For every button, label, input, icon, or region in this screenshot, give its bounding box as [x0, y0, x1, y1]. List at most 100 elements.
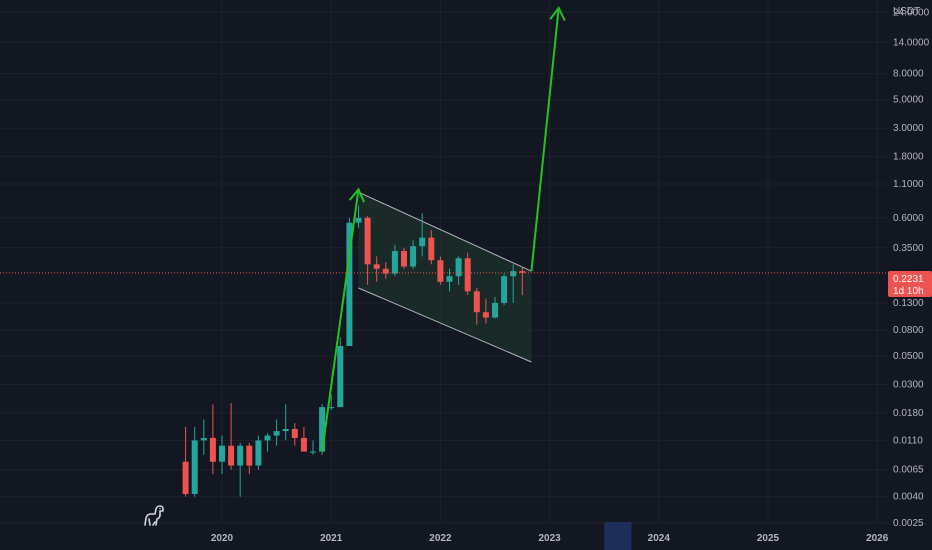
- candle-body: [191, 440, 198, 495]
- price-axis[interactable]: 24.0000 14.0000 8.0000 5.0000 3.0000 1.8000 1.…: [893, 7, 930, 528]
- x-tick-label: 2025: [757, 533, 780, 544]
- candle-body: [410, 246, 417, 267]
- candle: [291, 423, 298, 446]
- currency-label: USDT: [893, 6, 920, 17]
- candles: [182, 205, 526, 497]
- candle-body: [510, 271, 517, 277]
- candle-body: [182, 461, 189, 495]
- y-tick-label: 5.0000: [893, 95, 924, 106]
- candle-body: [200, 437, 207, 441]
- candle: [209, 404, 216, 475]
- y-tick-label: 0.0500: [893, 351, 924, 362]
- y-tick-label: 0.0065: [893, 465, 924, 476]
- candle-body: [519, 271, 526, 273]
- y-tick-label: 0.3500: [893, 243, 924, 254]
- candle-body: [300, 437, 307, 452]
- candle-body: [282, 429, 289, 432]
- candle-body: [419, 237, 426, 247]
- channel-lower-line: [358, 287, 532, 363]
- candle: [428, 230, 435, 265]
- candle: [446, 268, 453, 292]
- candle: [355, 205, 362, 228]
- candle-body: [455, 258, 462, 277]
- candle-body: [401, 251, 407, 267]
- candle-body: [482, 312, 489, 318]
- candle: [437, 256, 444, 285]
- y-tick-label: 0.0300: [893, 380, 924, 391]
- candle: [200, 419, 207, 455]
- x-tick-label: 2020: [211, 533, 234, 544]
- candle-body: [319, 407, 326, 452]
- candle: [237, 442, 244, 497]
- candle: [482, 298, 489, 324]
- candle-body: [246, 445, 253, 466]
- candle: [419, 213, 426, 257]
- x-tick-label: 2024: [648, 533, 671, 544]
- y-tick-label: 0.0800: [893, 325, 924, 336]
- y-tick-label: 0.6000: [893, 213, 924, 224]
- candle: [391, 244, 398, 277]
- arrow-annotations: [321, 6, 566, 452]
- candle: [246, 442, 253, 475]
- candle-body: [428, 237, 435, 261]
- candle-body: [255, 440, 262, 466]
- candle-body: [501, 276, 508, 303]
- candle: [364, 215, 371, 285]
- candle: [273, 419, 280, 446]
- y-tick-label: 0.1300: [893, 298, 924, 309]
- arrow: [321, 187, 366, 452]
- candle-body: [328, 407, 335, 409]
- x-tick-label: 2026: [866, 533, 889, 544]
- candle: [455, 256, 462, 285]
- candle: [255, 435, 262, 470]
- candle-body: [364, 217, 371, 265]
- candle: [182, 426, 189, 497]
- candle-body: [446, 276, 453, 282]
- candle: [346, 217, 353, 346]
- candle-body: [237, 445, 244, 466]
- time-axis[interactable]: 2020 2021 2022 2023 2024 2025 2026: [211, 533, 889, 544]
- candle-body: [473, 291, 480, 313]
- time-highlight: [604, 522, 632, 550]
- candle: [264, 433, 271, 452]
- candle-body: [291, 429, 298, 438]
- candle: [328, 394, 335, 410]
- candle-body: [346, 222, 353, 346]
- current-price-tag: 0.2231 1d 10h: [888, 271, 932, 297]
- x-tick-label: 2023: [538, 533, 561, 544]
- descending-channel: [358, 191, 532, 363]
- candle: [337, 337, 344, 408]
- candle-body: [355, 217, 362, 223]
- dinosaur-logo-icon[interactable]: [142, 505, 166, 527]
- candle: [464, 252, 471, 295]
- candle: [282, 404, 289, 441]
- candle: [501, 273, 508, 306]
- candle-body: [373, 264, 380, 269]
- candle: [473, 287, 480, 325]
- candle: [510, 264, 517, 303]
- candle-body: [382, 268, 389, 274]
- y-tick-label: 0.0040: [893, 492, 924, 503]
- candle-body: [464, 258, 471, 292]
- channel-fill: [358, 192, 532, 362]
- y-tick-label: 0.0180: [893, 408, 924, 419]
- candle-body: [228, 445, 235, 466]
- time-range-highlight: [604, 522, 632, 550]
- candle-body: [310, 451, 316, 453]
- candle: [228, 403, 235, 470]
- arrow-head: [549, 6, 566, 22]
- x-tick-label: 2022: [429, 533, 452, 544]
- y-tick-label: 1.8000: [893, 152, 924, 163]
- y-tick-label: 0.0110: [893, 435, 923, 446]
- candle: [519, 266, 526, 295]
- candle-body: [437, 260, 444, 282]
- candle: [300, 426, 307, 452]
- candle: [373, 256, 380, 282]
- candle-countdown: 1d 10h: [893, 286, 924, 297]
- candle-body: [219, 445, 225, 462]
- candle-body: [264, 435, 271, 441]
- candle: [310, 440, 316, 455]
- candle-body: [273, 431, 280, 436]
